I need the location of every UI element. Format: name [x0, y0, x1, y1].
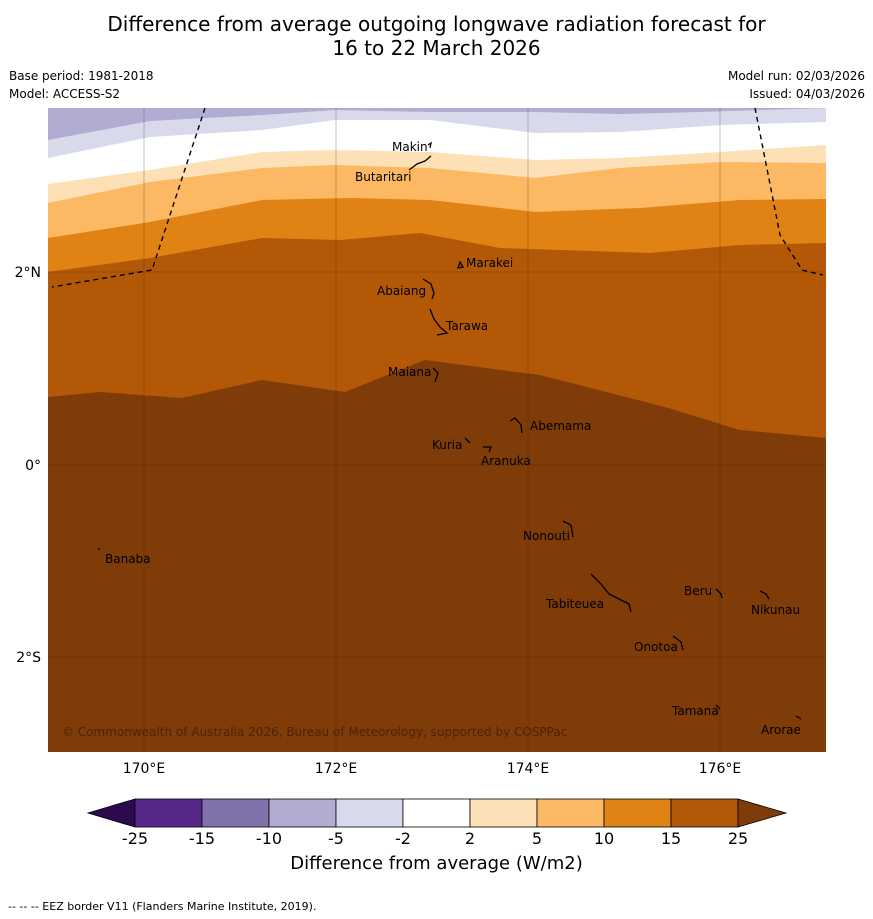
- island-tabiteuea-shape: [590, 573, 632, 613]
- label-onotoa: Onotoa: [634, 640, 678, 654]
- ytick-2n: 2°N: [15, 265, 41, 281]
- cbtick-2: 2: [465, 829, 475, 848]
- label-aranuka: Aranuka: [481, 454, 531, 468]
- colorbar-bin-neg5-neg2: [335, 798, 404, 828]
- cbtick-10: 10: [594, 829, 614, 848]
- label-nonouti: Nonouti: [523, 529, 570, 543]
- island-beru-shape: [715, 588, 723, 599]
- island-makin-shape: [427, 141, 432, 149]
- colorbar-bin-10-15: [603, 798, 672, 828]
- label-marakei: Marakei: [466, 256, 513, 270]
- island-tamana-shape: [715, 704, 721, 710]
- island-abaiang-shape: [422, 278, 435, 300]
- label-tarawa: Tarawa: [445, 319, 488, 333]
- contour-fill-layer: [48, 108, 826, 752]
- xtick-176e: 176°E: [699, 761, 742, 777]
- label-maiana: Maiana: [388, 365, 431, 379]
- title-line-1: Difference from average outgoing longwav…: [107, 12, 766, 36]
- base-period-text: Base period: 1981-2018: [9, 69, 154, 83]
- copyright-text: © Commonwealth of Australia 2026, Bureau…: [62, 725, 567, 739]
- label-beru: Beru: [684, 584, 712, 598]
- colorbar-bin-neg25-neg15: [134, 798, 203, 828]
- eez-legend-note: -- -- -- EEZ border V11 (Flanders Marine…: [8, 900, 317, 913]
- label-abaiang: Abaiang: [377, 284, 426, 298]
- colorbar-label: Difference from average (W/m2): [290, 853, 583, 874]
- cbtick-neg15: -15: [189, 829, 215, 848]
- eez-border-east: [754, 108, 824, 276]
- band-neg10-neg5: [48, 108, 826, 140]
- island-tarawa-shape: [429, 308, 449, 336]
- issued-text: Issued: 04/03/2026: [749, 87, 865, 101]
- label-tabiteuea: Tabiteuea: [545, 597, 604, 611]
- ytick-2s: 2°S: [16, 650, 41, 666]
- label-banaba: Banaba: [105, 552, 151, 566]
- cbtick-neg25: -25: [122, 829, 148, 848]
- colorbar-extend-high: [737, 798, 788, 828]
- label-nikunau: Nikunau: [751, 603, 800, 617]
- colorbar-bin-15-25: [670, 798, 739, 828]
- label-kuria: Kuria: [432, 438, 463, 452]
- island-marakei-shape: [457, 260, 465, 269]
- island-maiana-shape: [432, 367, 439, 383]
- label-arorae: Arorae: [761, 723, 801, 737]
- map-title: Difference from average outgoing longwav…: [0, 12, 873, 60]
- cbtick-neg2: -2: [395, 829, 411, 848]
- colorbar-bin-neg2-2: [402, 798, 471, 828]
- eez-border-west: [51, 108, 206, 288]
- axis-ticks: 170°E 172°E 174°E 176°E 2°N 0° 2°S: [15, 265, 742, 777]
- colorbar: -25 -15 -10 -5 -2 2 5 10 15 25: [86, 798, 788, 848]
- colorbar-extend-low: [86, 798, 136, 828]
- model-text: Model: ACCESS-S2: [9, 87, 121, 101]
- colorbar-bin-5-10: [536, 798, 605, 828]
- label-abemama: Abemama: [530, 419, 591, 433]
- colorbar-bin-neg15-neg10: [201, 798, 270, 828]
- ytick-0: 0°: [25, 458, 41, 474]
- island-onotoa-shape: [672, 635, 684, 651]
- island-nikunau-shape: [759, 590, 770, 600]
- cbtick-25: 25: [728, 829, 748, 848]
- band-neg5-neg2: [48, 108, 826, 158]
- island-nonouti-shape: [562, 520, 574, 538]
- cbtick-5: 5: [532, 829, 542, 848]
- island-kuria-shape: [464, 437, 471, 444]
- island-abemama-shape: [509, 417, 523, 434]
- colorbar-bin-2-5: [469, 798, 538, 828]
- xtick-174e: 174°E: [507, 761, 550, 777]
- colorbar-ticks: -25 -15 -10 -5 -2 2 5 10 15 25: [122, 829, 748, 848]
- island-butaritari-shape: [408, 155, 432, 171]
- label-butaritari: Butaritari: [355, 170, 412, 184]
- grid-lines: [48, 108, 826, 752]
- cbtick-15: 15: [661, 829, 681, 848]
- eez-border: [51, 108, 824, 288]
- island-outlines: [98, 141, 802, 720]
- cbtick-neg10: -10: [256, 829, 282, 848]
- model-run-text: Model run: 02/03/2026: [727, 69, 865, 83]
- title-line-2: 16 to 22 March 2026: [332, 36, 541, 60]
- xtick-170e: 170°E: [123, 761, 166, 777]
- colorbar-bin-neg10-neg5: [268, 798, 337, 828]
- xtick-172e: 172°E: [315, 761, 358, 777]
- island-aranuka-shape: [483, 446, 492, 453]
- label-tamana: Tamana: [671, 704, 719, 718]
- island-labels: Makin Butaritari Marakei Abaiang Tarawa …: [105, 140, 801, 737]
- label-makin: Makin: [392, 140, 428, 154]
- cbtick-neg5: -5: [328, 829, 344, 848]
- island-arorae-shape: [795, 715, 802, 720]
